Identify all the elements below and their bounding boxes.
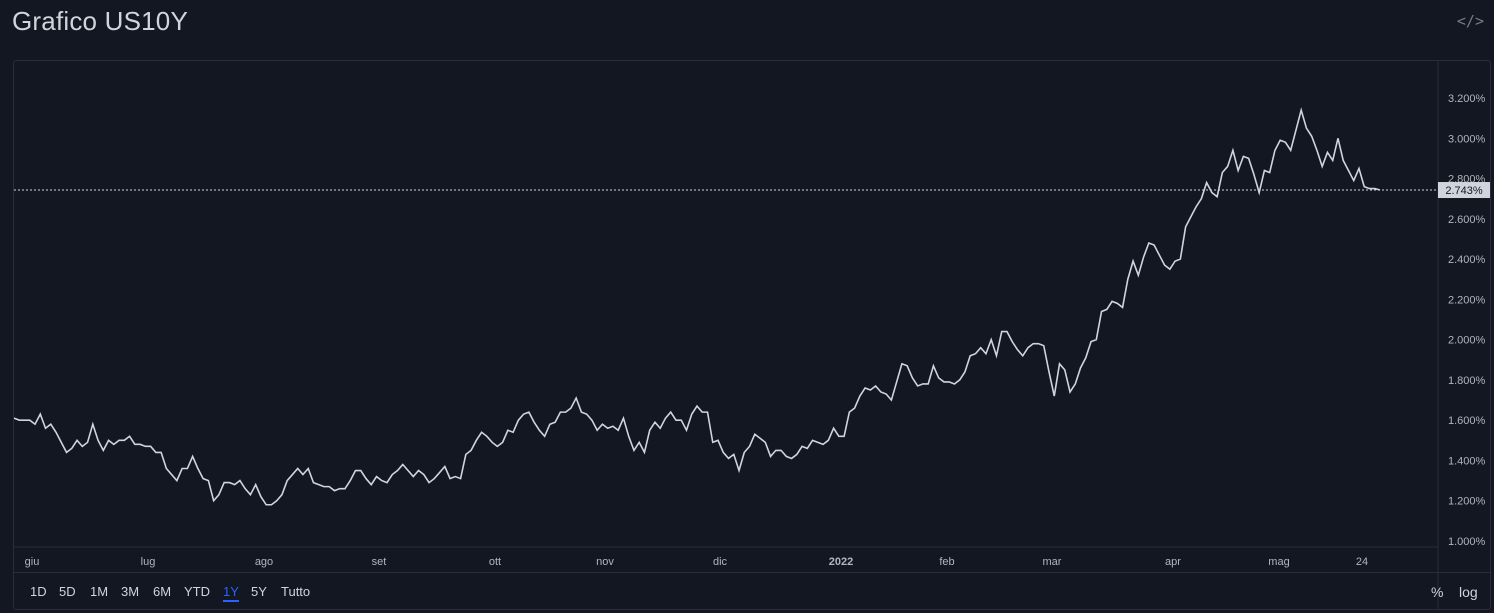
x-tick-label: dic	[713, 556, 728, 568]
range-button-ytd[interactable]: YTD	[184, 584, 210, 599]
x-tick-label: giu	[25, 556, 40, 568]
code-embed-icon[interactable]: </>	[1456, 12, 1484, 30]
y-tick-label: 2.600%	[1448, 214, 1486, 226]
last-value-label: 2.743%	[1445, 185, 1483, 197]
y-axis: 1.000% 1.200% 1.400% 1.600% 1.800% 2.000% 2.20…	[1448, 93, 1486, 548]
yield-line-series[interactable]	[14, 107, 1381, 506]
x-tick-label: nov	[596, 556, 614, 568]
range-button-5y[interactable]: 5Y	[251, 584, 267, 599]
x-tick-label: feb	[939, 556, 954, 568]
page-title: Grafico US10Y	[12, 6, 189, 36]
range-button-3m[interactable]: 3M	[121, 584, 140, 599]
chart-frame: 1.000% 1.200% 1.400% 1.600% 1.800% 2.000% 2.20…	[13, 60, 1491, 610]
percent-toggle[interactable]: %	[1431, 584, 1444, 600]
y-tick-label: 3.000%	[1448, 133, 1486, 145]
range-button-5d[interactable]: 5D	[59, 584, 76, 599]
y-tick-label: 1.600%	[1448, 415, 1486, 427]
x-tick-label: ott	[489, 556, 501, 568]
y-tick-label: 1.200%	[1448, 496, 1486, 508]
x-tick-label: mag	[1268, 556, 1289, 568]
last-value-badge: 2.743%	[1438, 182, 1490, 199]
y-tick-label: 2.400%	[1448, 254, 1486, 266]
y-tick-label: 1.400%	[1448, 455, 1486, 467]
log-toggle[interactable]: log	[1459, 584, 1478, 600]
range-toolbar: 1D 5D 1M 3M 6M YTD 1Y 5Y Tutto % log	[13, 572, 1491, 611]
range-button-1m[interactable]: 1M	[90, 584, 109, 599]
range-button-1d[interactable]: 1D	[30, 584, 47, 599]
x-tick-label: 2022	[829, 556, 853, 568]
x-tick-label: lug	[141, 556, 156, 568]
y-tick-label: 3.200%	[1448, 93, 1486, 105]
line-chart[interactable]: 1.000% 1.200% 1.400% 1.600% 1.800% 2.000% 2.20…	[14, 61, 1491, 610]
y-tick-label: 1.800%	[1448, 375, 1486, 387]
x-tick-label: apr	[1165, 556, 1181, 568]
x-tick-label: ago	[255, 556, 273, 568]
y-tick-label: 2.200%	[1448, 294, 1486, 306]
range-button-6m[interactable]: 6M	[153, 584, 172, 599]
x-tick-label: 24	[1356, 556, 1368, 568]
x-tick-label: set	[372, 556, 387, 568]
y-tick-label: 1.000%	[1448, 536, 1486, 548]
x-axis: giu lug ago set ott nov dic 2022 feb mar apr mag 24	[25, 556, 1368, 568]
range-button-tutto[interactable]: Tutto	[281, 584, 311, 599]
range-button-1y[interactable]: 1Y	[223, 584, 239, 602]
y-tick-label: 2.000%	[1448, 335, 1486, 347]
x-tick-label: mar	[1043, 556, 1062, 568]
